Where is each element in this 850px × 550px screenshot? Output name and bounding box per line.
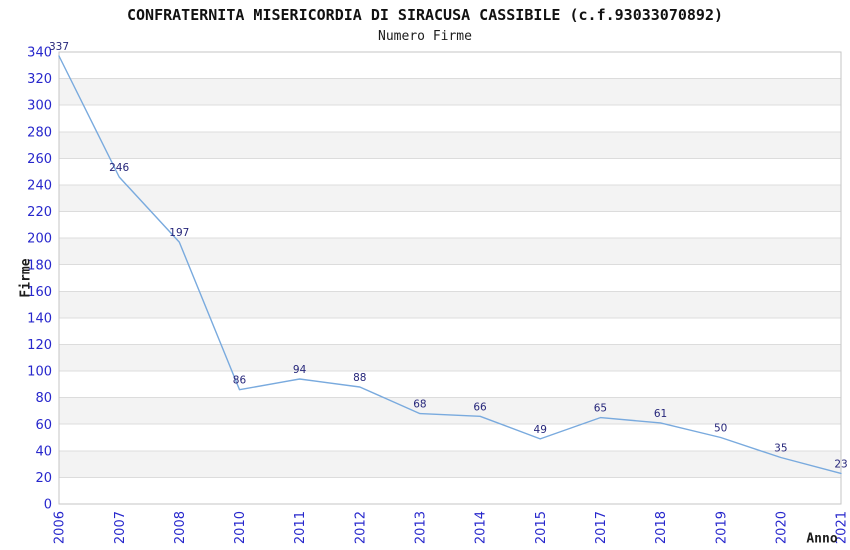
plot-band xyxy=(59,238,841,265)
y-tick-label: 280 xyxy=(27,125,52,140)
chart-subtitle: Numero Firme xyxy=(378,29,472,44)
data-line xyxy=(58,55,842,475)
x-tick-label: 2012 xyxy=(353,511,368,544)
y-tick-label: 340 xyxy=(27,46,52,61)
y-tick-label: 80 xyxy=(35,391,52,406)
x-tick-label: 2006 xyxy=(53,511,68,544)
plot-band xyxy=(59,291,841,318)
y-tick-label: 0 xyxy=(44,498,52,513)
x-tick-label: 2018 xyxy=(654,511,669,544)
plot-band xyxy=(59,131,841,159)
chart-title: CONFRATERNITA MISERICORDIA DI SIRACUSA C… xyxy=(126,6,724,24)
point-label: 49 xyxy=(534,424,547,436)
point-label: 197 xyxy=(169,227,189,239)
y-tick-label: 20 xyxy=(35,471,52,486)
point-label: 66 xyxy=(473,401,487,413)
point-label: 23 xyxy=(834,458,847,470)
x-tick-label: 2020 xyxy=(774,511,789,544)
x-tick-label: 2010 xyxy=(233,511,248,544)
y-tick-label: 320 xyxy=(27,72,52,87)
y-tick-label: 60 xyxy=(35,418,52,433)
point-label: 88 xyxy=(353,372,366,384)
point-label: 65 xyxy=(594,403,607,415)
y-tick-label: 220 xyxy=(27,205,52,220)
point-label: 50 xyxy=(714,423,727,435)
y-tick-label: 180 xyxy=(27,258,52,273)
point-label: 61 xyxy=(654,408,667,420)
y-tick-label: 160 xyxy=(27,285,52,300)
y-tick-label: 120 xyxy=(27,338,52,353)
x-axis-label: Anno xyxy=(806,531,838,547)
y-tick-label: 100 xyxy=(27,365,52,380)
x-tick-label: 2011 xyxy=(293,511,308,544)
plot-band xyxy=(59,450,841,478)
y-tick-label: 260 xyxy=(27,152,52,167)
point-label: 68 xyxy=(413,399,426,411)
plot-frame xyxy=(58,51,842,505)
y-tick-label: 240 xyxy=(27,178,52,193)
x-tick-label: 2007 xyxy=(113,511,128,544)
x-tick-label: 2021 xyxy=(835,511,850,544)
plot-band xyxy=(59,78,841,106)
x-tick-label: 2014 xyxy=(474,511,489,544)
x-tick-label: 2015 xyxy=(534,511,549,544)
plot-band xyxy=(59,397,841,425)
x-tick-label: 2013 xyxy=(413,511,428,544)
y-tick-label: 40 xyxy=(35,444,52,459)
x-tick-label: 2019 xyxy=(714,511,729,544)
plot-band xyxy=(59,184,841,212)
point-label: 94 xyxy=(293,364,307,376)
point-label: 337 xyxy=(49,41,69,53)
y-tick-label: 140 xyxy=(27,311,52,326)
point-label: 35 xyxy=(774,442,787,454)
y-tick-label: 300 xyxy=(27,99,52,114)
x-tick-label: 2008 xyxy=(173,511,188,544)
point-label: 246 xyxy=(109,162,129,174)
x-tick-label: 2017 xyxy=(594,511,609,544)
plot-band xyxy=(59,344,841,372)
y-axis-label: Firme xyxy=(18,258,34,298)
point-label: 86 xyxy=(233,375,247,387)
y-tick-label: 200 xyxy=(27,232,52,247)
